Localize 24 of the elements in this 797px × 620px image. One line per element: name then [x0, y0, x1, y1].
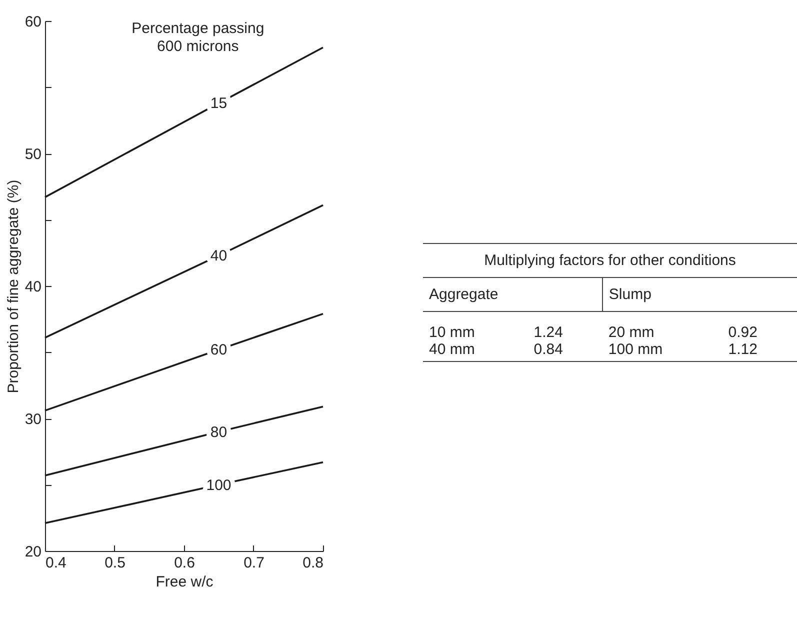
- text: 10 mm: [428, 324, 476, 341]
- y-tick-label: 30: [24, 411, 42, 428]
- x-tick-label: 0.6: [174, 554, 195, 572]
- y-axis-title: Proportion of fine aggregate (%): [4, 180, 22, 394]
- y-tick-label: 60: [24, 14, 42, 30]
- text: 1.12: [722, 341, 797, 362]
- y-tick-label: 40: [24, 278, 42, 296]
- x-tick-label: 0.7: [244, 554, 264, 572]
- text: Slump: [602, 278, 797, 312]
- x-axis-title: Free w/c: [156, 574, 214, 590]
- y-tick-label: 20: [24, 544, 42, 560]
- text: 20 mm: [607, 324, 656, 341]
- text: 40 mm: [423, 341, 528, 362]
- text: Aggregate: [423, 278, 602, 312]
- text: 100 mm: [602, 341, 722, 362]
- text: 0.92: [727, 324, 758, 341]
- x-tick-label: 0.5: [104, 554, 126, 572]
- legend-title: Percentage passing 600 microns: [132, 20, 264, 55]
- text: 0.84: [528, 341, 602, 362]
- x-tick-label: 0.4: [46, 554, 66, 572]
- y-tick-label: 50: [24, 146, 42, 163]
- x-tick-label: 0.8: [302, 554, 324, 572]
- text: 1.24: [532, 324, 564, 341]
- text: Multiplying factors for other conditions: [423, 244, 797, 278]
